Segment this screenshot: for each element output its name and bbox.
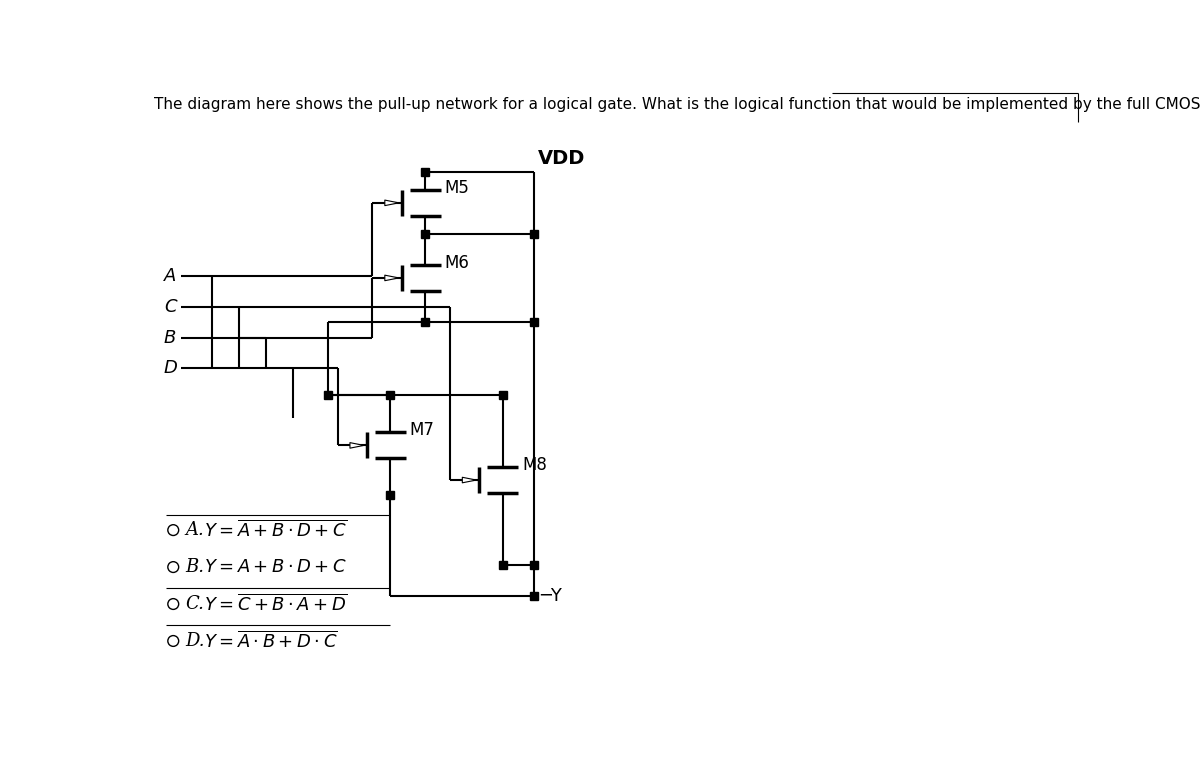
- Text: B.: B.: [185, 558, 204, 576]
- Text: D: D: [164, 359, 178, 378]
- Polygon shape: [385, 200, 398, 206]
- Text: $Y = \overline{A \cdot B+D \cdot C}$: $Y = \overline{A \cdot B+D \cdot C}$: [204, 630, 338, 652]
- Polygon shape: [350, 442, 364, 448]
- Text: M7: M7: [409, 421, 434, 439]
- Text: A.: A.: [185, 521, 204, 539]
- Text: M6: M6: [444, 254, 469, 272]
- Text: C.: C.: [185, 595, 204, 613]
- Text: $Y = \overline{C+B \cdot A+D}$: $Y = \overline{C+B \cdot A+D}$: [204, 594, 347, 615]
- Polygon shape: [462, 477, 476, 483]
- Text: B: B: [164, 328, 176, 347]
- Text: ─Y: ─Y: [540, 587, 562, 604]
- Polygon shape: [385, 275, 398, 280]
- Text: C: C: [164, 298, 176, 316]
- Text: VDD: VDD: [538, 149, 584, 168]
- Text: The diagram here shows the pull-up network for a logical gate. What is the logic: The diagram here shows the pull-up netwo…: [154, 97, 1200, 112]
- Text: $Y = A+B \cdot D+C$: $Y = A+B \cdot D+C$: [204, 558, 347, 576]
- Text: M5: M5: [444, 179, 469, 197]
- Text: M8: M8: [522, 456, 547, 474]
- Text: D.: D.: [185, 632, 204, 650]
- Text: A: A: [164, 267, 176, 285]
- Text: $Y = \overline{A+B \cdot D+C}$: $Y = \overline{A+B \cdot D+C}$: [204, 519, 347, 541]
